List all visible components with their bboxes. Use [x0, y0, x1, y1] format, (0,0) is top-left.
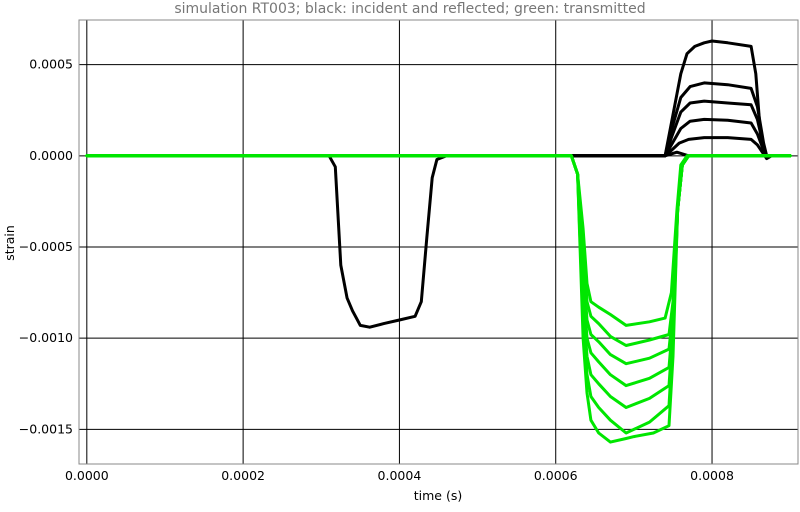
- transmitted-line-10: [85, 154, 792, 409]
- incident-reflected-line-3: [85, 99, 792, 158]
- transmitted-line-7: [85, 154, 792, 347]
- x-axis-label: time (s): [414, 488, 462, 503]
- x-tick-label: 0.0008: [690, 468, 734, 483]
- chart-title: simulation RT003; black: incident and re…: [174, 1, 645, 17]
- y-tick-label: −0.0010: [19, 330, 73, 345]
- y-tick-label: −0.0015: [19, 421, 73, 436]
- x-tick-label: 0.0006: [534, 468, 578, 483]
- incident-reflected-line-2: [85, 117, 792, 160]
- series-group: [85, 39, 792, 444]
- transmitted-line-11: [85, 154, 792, 435]
- y-axis-label: strain: [2, 225, 17, 261]
- y-tick-label: 0.0005: [29, 57, 73, 72]
- transmitted-line-6: [85, 154, 792, 327]
- plot-frame: [78, 19, 799, 465]
- incident-reflected-line-5: [85, 39, 792, 158]
- x-tick-label: 0.0004: [378, 468, 422, 483]
- transmitted-line-8: [85, 154, 792, 366]
- y-tick-label: 0.0000: [29, 148, 73, 163]
- transmitted-line-12: [85, 154, 792, 444]
- y-tick-label: −0.0005: [19, 239, 73, 254]
- x-tick-label: 0.0002: [221, 468, 265, 483]
- incident-reflected-line-4: [85, 81, 792, 158]
- tick-labels: 0.0000 0.0002 0.0004 0.0006 0.0008 0.0005 0.00…: [19, 57, 734, 483]
- x-tick-label: 0.0000: [65, 468, 109, 483]
- transmitted-line-9: [85, 154, 792, 388]
- incident-reflected-line-0: [85, 150, 792, 329]
